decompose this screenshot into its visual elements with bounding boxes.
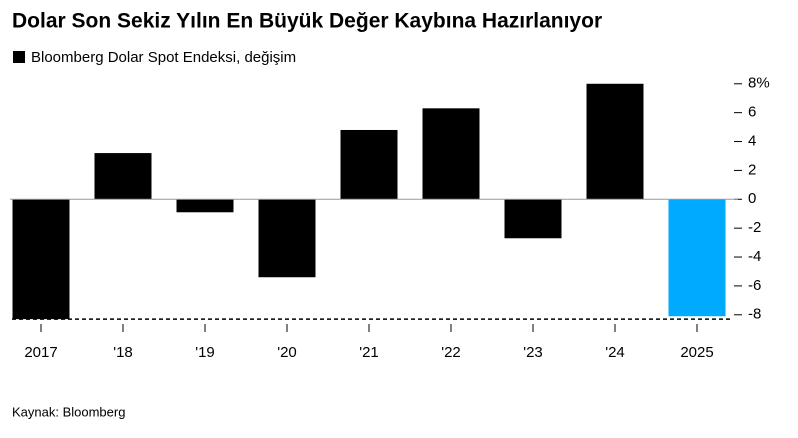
y-tick-label: 8% bbox=[748, 75, 770, 92]
y-tick-label: -8 bbox=[748, 306, 761, 323]
y-tick-label: 2 bbox=[748, 161, 756, 178]
y-tick-label: 4 bbox=[748, 132, 756, 149]
bar bbox=[340, 129, 398, 200]
x-tick-label: '19 bbox=[195, 344, 215, 361]
x-tick-label: '18 bbox=[113, 344, 133, 361]
bar bbox=[668, 199, 726, 317]
bar bbox=[504, 199, 562, 239]
bar bbox=[94, 153, 152, 200]
bar bbox=[258, 199, 316, 278]
x-tick-label: '24 bbox=[605, 344, 625, 361]
x-tick-label: '23 bbox=[523, 344, 543, 361]
bar bbox=[12, 199, 70, 320]
x-tick-label: 2017 bbox=[24, 344, 57, 361]
x-tick-label: '21 bbox=[359, 344, 379, 361]
bar bbox=[586, 83, 644, 200]
bar bbox=[176, 199, 234, 213]
y-tick-label: 0 bbox=[748, 190, 756, 207]
source: Kaynak: Bloomberg bbox=[12, 404, 125, 419]
bar bbox=[422, 108, 480, 200]
y-tick-label: -2 bbox=[748, 219, 761, 236]
y-tick-label: 6 bbox=[748, 104, 756, 121]
legend-swatch bbox=[13, 51, 25, 63]
x-tick-label: '22 bbox=[441, 344, 461, 361]
y-tick-label: -6 bbox=[748, 277, 761, 294]
x-tick-label: 2025 bbox=[680, 344, 713, 361]
x-tick-label: '20 bbox=[277, 344, 297, 361]
legend-label: Bloomberg Dolar Spot Endeksi, değişim bbox=[31, 49, 296, 66]
y-tick-label: -4 bbox=[748, 248, 761, 265]
chart-title: Dolar Son Sekiz Yılın En Büyük Değer Kay… bbox=[12, 10, 602, 33]
